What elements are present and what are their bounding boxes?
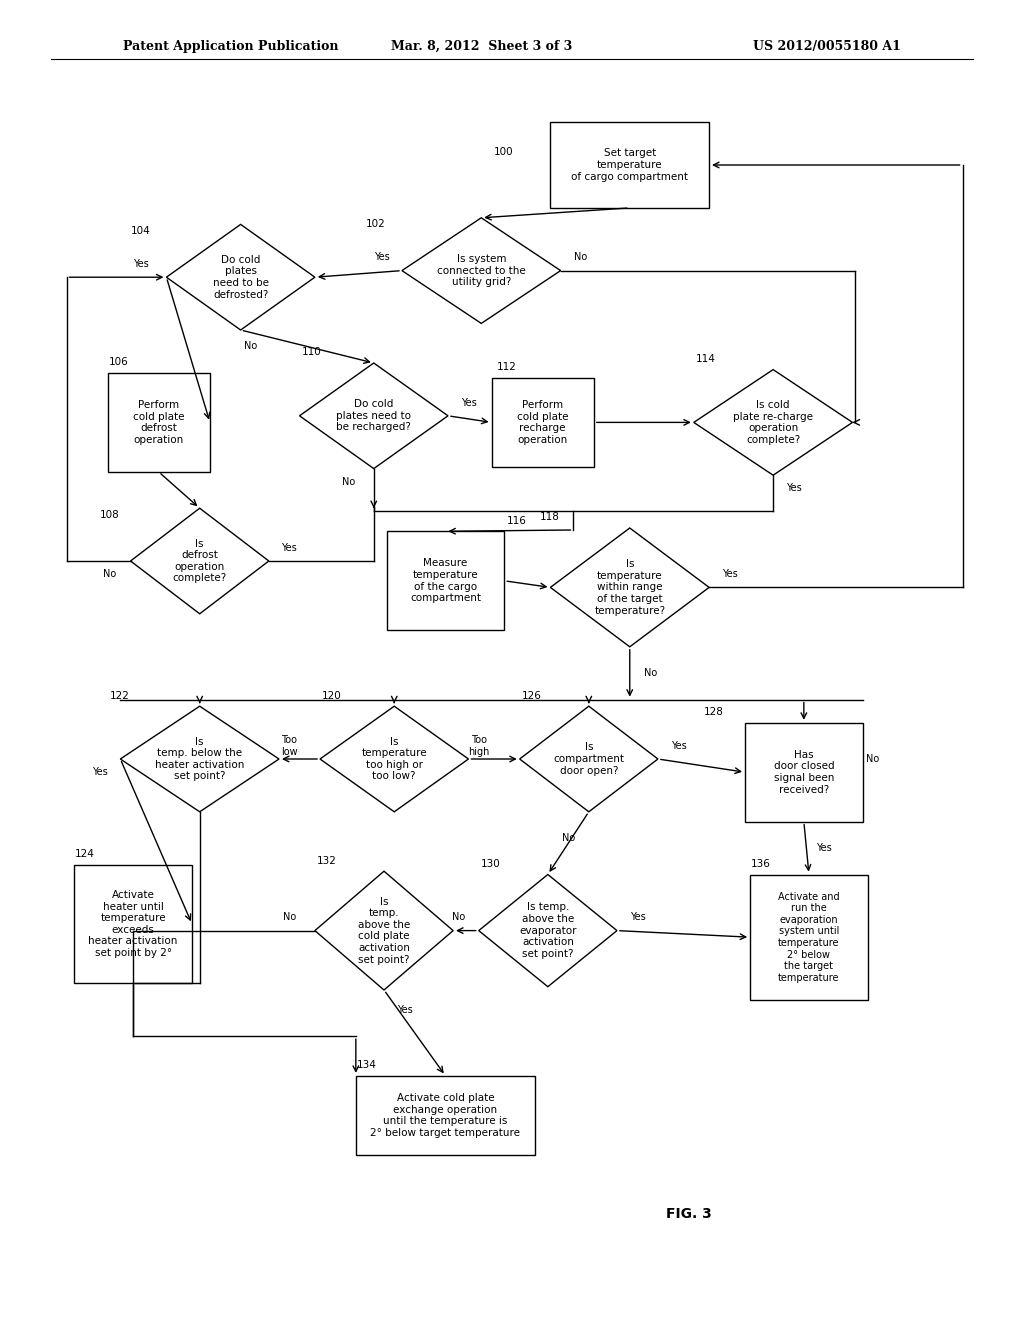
Text: 116: 116 bbox=[506, 516, 526, 525]
Text: 106: 106 bbox=[109, 358, 128, 367]
Text: No: No bbox=[342, 477, 354, 487]
Text: Is system
connected to the
utility grid?: Is system connected to the utility grid? bbox=[437, 253, 525, 288]
Text: Activate cold plate
exchange operation
until the temperature is
2° below target : Activate cold plate exchange operation u… bbox=[371, 1093, 520, 1138]
Text: 110: 110 bbox=[301, 347, 322, 358]
Polygon shape bbox=[131, 508, 268, 614]
Polygon shape bbox=[315, 871, 453, 990]
Polygon shape bbox=[299, 363, 449, 469]
Text: No: No bbox=[103, 569, 117, 579]
Text: Yes: Yes bbox=[722, 569, 737, 579]
Text: Set target
temperature
of cargo compartment: Set target temperature of cargo compartm… bbox=[571, 148, 688, 182]
Polygon shape bbox=[166, 224, 315, 330]
Text: Is
defrost
operation
complete?: Is defrost operation complete? bbox=[173, 539, 226, 583]
Text: Yes: Yes bbox=[816, 843, 833, 853]
Text: Yes: Yes bbox=[630, 912, 645, 923]
Text: Patent Application Publication: Patent Application Publication bbox=[123, 40, 338, 53]
Text: 112: 112 bbox=[497, 362, 516, 372]
Text: No: No bbox=[866, 754, 880, 764]
Text: Yes: Yes bbox=[396, 1005, 413, 1015]
Text: Mar. 8, 2012  Sheet 3 of 3: Mar. 8, 2012 Sheet 3 of 3 bbox=[390, 40, 572, 53]
Text: Do cold
plates need to
be recharged?: Do cold plates need to be recharged? bbox=[336, 399, 412, 433]
Polygon shape bbox=[121, 706, 279, 812]
Polygon shape bbox=[479, 875, 616, 987]
Text: 104: 104 bbox=[130, 226, 151, 236]
Text: 136: 136 bbox=[752, 859, 771, 869]
Text: No: No bbox=[283, 912, 296, 923]
Text: Yes: Yes bbox=[785, 483, 802, 494]
Text: No: No bbox=[452, 912, 465, 923]
Text: US 2012/0055180 A1: US 2012/0055180 A1 bbox=[754, 40, 901, 53]
Text: Is
temp.
above the
cold plate
activation
set point?: Is temp. above the cold plate activation… bbox=[357, 896, 411, 965]
Text: 122: 122 bbox=[111, 690, 130, 701]
Text: Yes: Yes bbox=[374, 252, 389, 263]
Text: FIG. 3: FIG. 3 bbox=[666, 1208, 712, 1221]
Text: Yes: Yes bbox=[461, 397, 476, 408]
Text: 134: 134 bbox=[357, 1060, 377, 1071]
Polygon shape bbox=[694, 370, 852, 475]
Text: Perform
cold plate
recharge
operation: Perform cold plate recharge operation bbox=[517, 400, 568, 445]
Polygon shape bbox=[519, 706, 657, 812]
Text: Do cold
plates
need to be
defrosted?: Do cold plates need to be defrosted? bbox=[213, 255, 268, 300]
Text: Too
high: Too high bbox=[468, 735, 489, 756]
Text: Has
door closed
signal been
received?: Has door closed signal been received? bbox=[773, 750, 835, 795]
Text: 114: 114 bbox=[696, 354, 716, 364]
Polygon shape bbox=[319, 706, 469, 812]
Text: 100: 100 bbox=[494, 147, 514, 157]
Text: Measure
temperature
of the cargo
compartment: Measure temperature of the cargo compart… bbox=[410, 558, 481, 603]
Text: Is temp.
above the
evaporator
activation
set point?: Is temp. above the evaporator activation… bbox=[519, 903, 577, 958]
Polygon shape bbox=[401, 218, 561, 323]
Text: Yes: Yes bbox=[671, 741, 686, 751]
Text: No: No bbox=[644, 668, 656, 678]
Text: Is
temperature
within range
of the target
temperature?: Is temperature within range of the targe… bbox=[594, 560, 666, 615]
FancyBboxPatch shape bbox=[745, 722, 862, 821]
Text: Is
temp. below the
heater activation
set point?: Is temp. below the heater activation set… bbox=[155, 737, 245, 781]
FancyBboxPatch shape bbox=[492, 378, 594, 467]
FancyBboxPatch shape bbox=[750, 874, 868, 1001]
Text: Is cold
plate re-charge
operation
complete?: Is cold plate re-charge operation comple… bbox=[733, 400, 813, 445]
Text: Is
temperature
too high or
too low?: Is temperature too high or too low? bbox=[361, 737, 427, 781]
Text: 102: 102 bbox=[366, 219, 386, 230]
Text: 120: 120 bbox=[322, 690, 342, 701]
Text: 118: 118 bbox=[541, 512, 560, 523]
FancyBboxPatch shape bbox=[551, 123, 709, 207]
Text: 128: 128 bbox=[705, 708, 724, 717]
FancyBboxPatch shape bbox=[356, 1076, 535, 1155]
FancyBboxPatch shape bbox=[108, 372, 210, 471]
Text: Activate and
run the
evaporation
system until
temperature
2° below
the target
te: Activate and run the evaporation system … bbox=[778, 891, 840, 983]
Text: 108: 108 bbox=[100, 510, 120, 520]
Text: 126: 126 bbox=[521, 690, 542, 701]
Text: 130: 130 bbox=[481, 859, 501, 869]
Text: Yes: Yes bbox=[133, 259, 148, 269]
Text: Perform
cold plate
defrost
operation: Perform cold plate defrost operation bbox=[133, 400, 184, 445]
Text: Is
compartment
door open?: Is compartment door open? bbox=[553, 742, 625, 776]
Text: Yes: Yes bbox=[92, 767, 108, 777]
FancyBboxPatch shape bbox=[387, 531, 504, 630]
Text: Too
low: Too low bbox=[281, 735, 298, 756]
Text: No: No bbox=[245, 342, 257, 351]
Text: No: No bbox=[574, 252, 588, 263]
Text: No: No bbox=[562, 833, 574, 843]
Text: 124: 124 bbox=[76, 849, 95, 859]
Text: Activate
heater until
temperature
exceeds
heater activation
set point by 2°: Activate heater until temperature exceed… bbox=[88, 890, 178, 958]
Text: Yes: Yes bbox=[282, 543, 297, 553]
Polygon shape bbox=[551, 528, 709, 647]
Text: 132: 132 bbox=[317, 855, 337, 866]
FancyBboxPatch shape bbox=[75, 865, 193, 983]
